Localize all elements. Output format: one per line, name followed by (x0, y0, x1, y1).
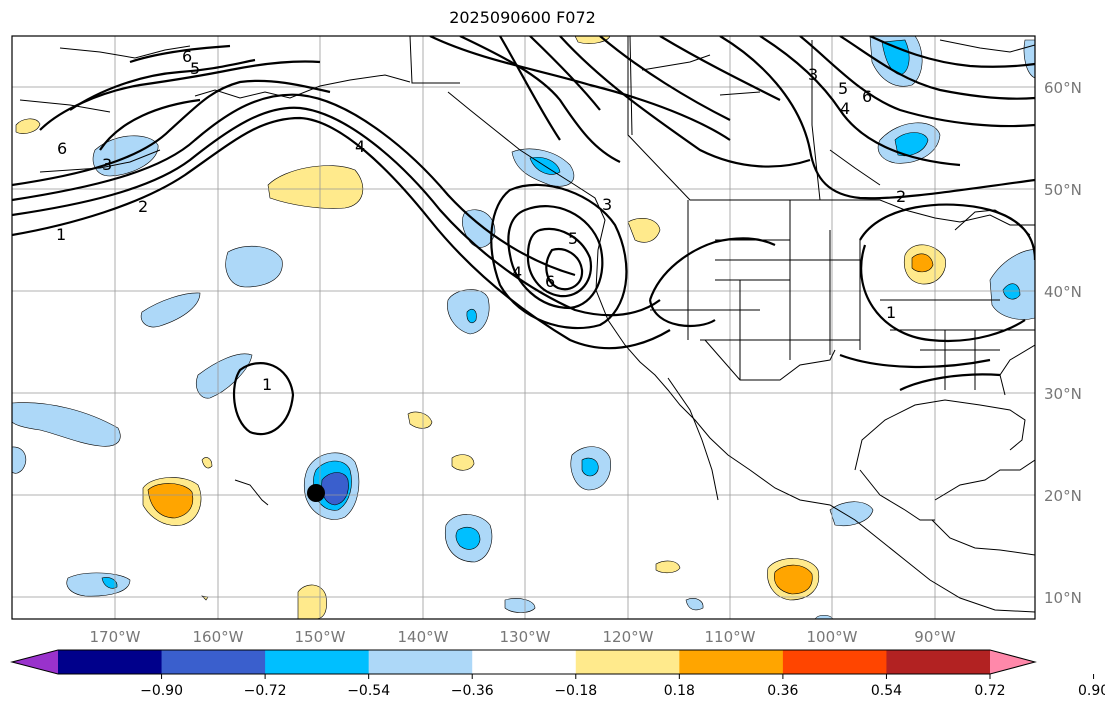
contour-label: 2 (896, 187, 906, 206)
colorbar-segment (575, 650, 680, 674)
contour-label: 6 (182, 47, 192, 66)
contour-label: 1 (886, 303, 896, 322)
storm-position-marker (307, 484, 325, 502)
contour-label: 3 (602, 195, 612, 214)
colorbar-segment (368, 650, 473, 674)
contour-label: 1 (56, 225, 66, 244)
contour-label: 3 (808, 65, 818, 84)
colorbar-segment (679, 650, 784, 674)
colorbar-segment (782, 650, 887, 674)
coastlines (19, 36, 1035, 613)
colorbar-tick-label: −0.90 (140, 683, 183, 699)
lat-label: 10°N (1044, 589, 1082, 607)
colorbar-tick-label: 0.90 (1078, 683, 1105, 699)
contour-label: 4 (512, 263, 522, 282)
lon-label: 120°W (603, 628, 654, 646)
colorbar-tick-label: 0.54 (871, 683, 902, 699)
colorbar-tick-label: 0.18 (664, 683, 695, 699)
colorbar: −0.90 −0.72 −0.54 −0.36 −0.18 0.18 0.36 0.54 0.7… (10, 649, 1105, 699)
contour-labels: 6 5 6 3 2 1 4 1 5 4 6 3 3 5 6 4 2 1 (56, 47, 906, 394)
lon-label: 130°W (500, 628, 551, 646)
lon-label: 140°W (398, 628, 449, 646)
contour-label: 5 (190, 59, 200, 78)
colorbar-extend-high (990, 650, 1035, 674)
contour-lines (12, 36, 1035, 436)
map-title: 2025090600 F072 (449, 8, 596, 27)
lat-label: 40°N (1044, 283, 1082, 301)
contour-label: 2 (138, 197, 148, 216)
colorbar-segment (265, 650, 370, 674)
colorbar-segment (472, 650, 577, 674)
lon-label: 150°W (295, 628, 346, 646)
colorbar-tick-label: −0.18 (554, 683, 597, 699)
contour-label: 3 (102, 155, 112, 174)
colorbar-segment (58, 650, 163, 674)
lon-label: 90°W (914, 628, 956, 646)
map-background (12, 36, 1035, 619)
contour-label: 6 (545, 272, 555, 291)
contour-label: 6 (57, 139, 67, 158)
colorbar-outline (10, 649, 1037, 675)
colorbar-segment (161, 650, 266, 674)
longitude-labels: 170°W 160°W 150°W 140°W 130°W 120°W 110°… (90, 628, 956, 646)
lat-label: 60°N (1044, 79, 1082, 97)
lat-label: 50°N (1044, 181, 1082, 199)
lon-label: 100°W (807, 628, 858, 646)
colorbar-tick-label: 0.72 (974, 683, 1005, 699)
negative-anomaly-shading (12, 36, 1035, 619)
lat-label: 20°N (1044, 487, 1082, 505)
colorbar-extend-low (12, 650, 58, 674)
contour-label: 4 (840, 99, 850, 118)
colorbar-segment (886, 650, 991, 674)
colorbar-tick-label: −0.72 (244, 683, 287, 699)
lon-label: 170°W (90, 628, 141, 646)
lon-label: 110°W (705, 628, 756, 646)
map-frame (11, 35, 1036, 620)
colorbar-tick-label: 0.36 (767, 683, 798, 699)
contour-label: 1 (262, 375, 272, 394)
lat-label: 30°N (1044, 385, 1082, 403)
lon-label: 160°W (193, 628, 244, 646)
colorbar-tick-label: −0.54 (347, 683, 390, 699)
contour-label: 5 (838, 79, 848, 98)
contour-label: 4 (355, 137, 365, 156)
contour-label: 5 (568, 229, 578, 248)
positive-anomaly-shading (15, 36, 946, 619)
colorbar-tick-label: −0.36 (451, 683, 494, 699)
contour-label: 6 (862, 87, 872, 106)
latitude-labels: 60°N 50°N 40°N 30°N 20°N 10°N (1044, 79, 1082, 607)
